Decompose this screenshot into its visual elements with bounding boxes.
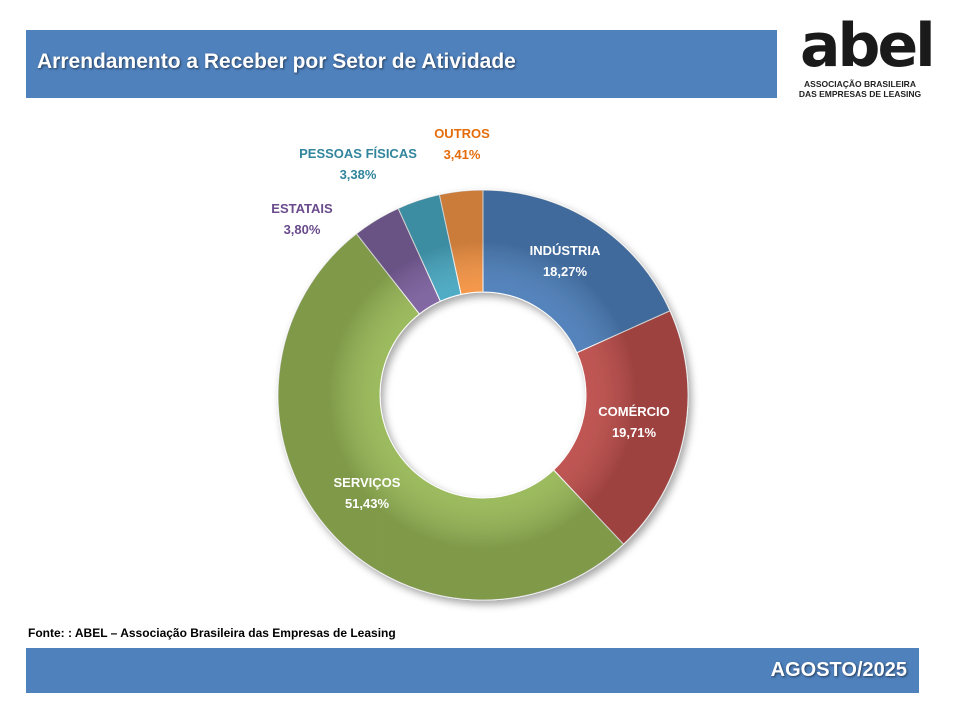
logo-line-1: ASSOCIAÇÃO BRASILEIRA bbox=[804, 79, 916, 89]
category-label: OUTROS bbox=[434, 126, 490, 141]
footer-date: AGOSTO/2025 bbox=[770, 659, 907, 681]
category-label: COMÉRCIO bbox=[598, 404, 670, 419]
abel-logo: abel ASSOCIAÇÃO BRASILEIRA DAS EMPRESAS … bbox=[796, 16, 936, 102]
slices-group bbox=[277, 189, 689, 601]
footer-bar: AGOSTO/2025 bbox=[26, 648, 919, 693]
value-label: 3,38% bbox=[340, 167, 377, 182]
category-label: PESSOAS FÍSICAS bbox=[299, 146, 417, 161]
title-bar: Arrendamento a Receber por Setor de Ativ… bbox=[26, 30, 777, 98]
category-label: ESTATAIS bbox=[271, 201, 333, 216]
labels-group: INDÚSTRIA 18,27% COMÉRCIO 19,71% SERVIÇOS 51,… bbox=[271, 126, 669, 511]
value-label: 19,71% bbox=[612, 425, 657, 440]
value-label: 3,80% bbox=[284, 222, 321, 237]
value-label: 51,43% bbox=[345, 496, 390, 511]
value-label: 18,27% bbox=[543, 264, 588, 279]
category-label: SERVIÇOS bbox=[334, 475, 401, 490]
category-label: INDÚSTRIA bbox=[530, 243, 601, 258]
source-note: Fonte: : ABEL – Associação Brasileira da… bbox=[28, 626, 396, 640]
donut-shading bbox=[278, 190, 688, 600]
page-title: Arrendamento a Receber por Setor de Ativ… bbox=[37, 50, 516, 73]
logo-line-2: DAS EMPRESAS DE LEASING bbox=[798, 89, 922, 99]
logo-mark: abel bbox=[800, 11, 936, 81]
value-label: 3,41% bbox=[444, 147, 481, 162]
